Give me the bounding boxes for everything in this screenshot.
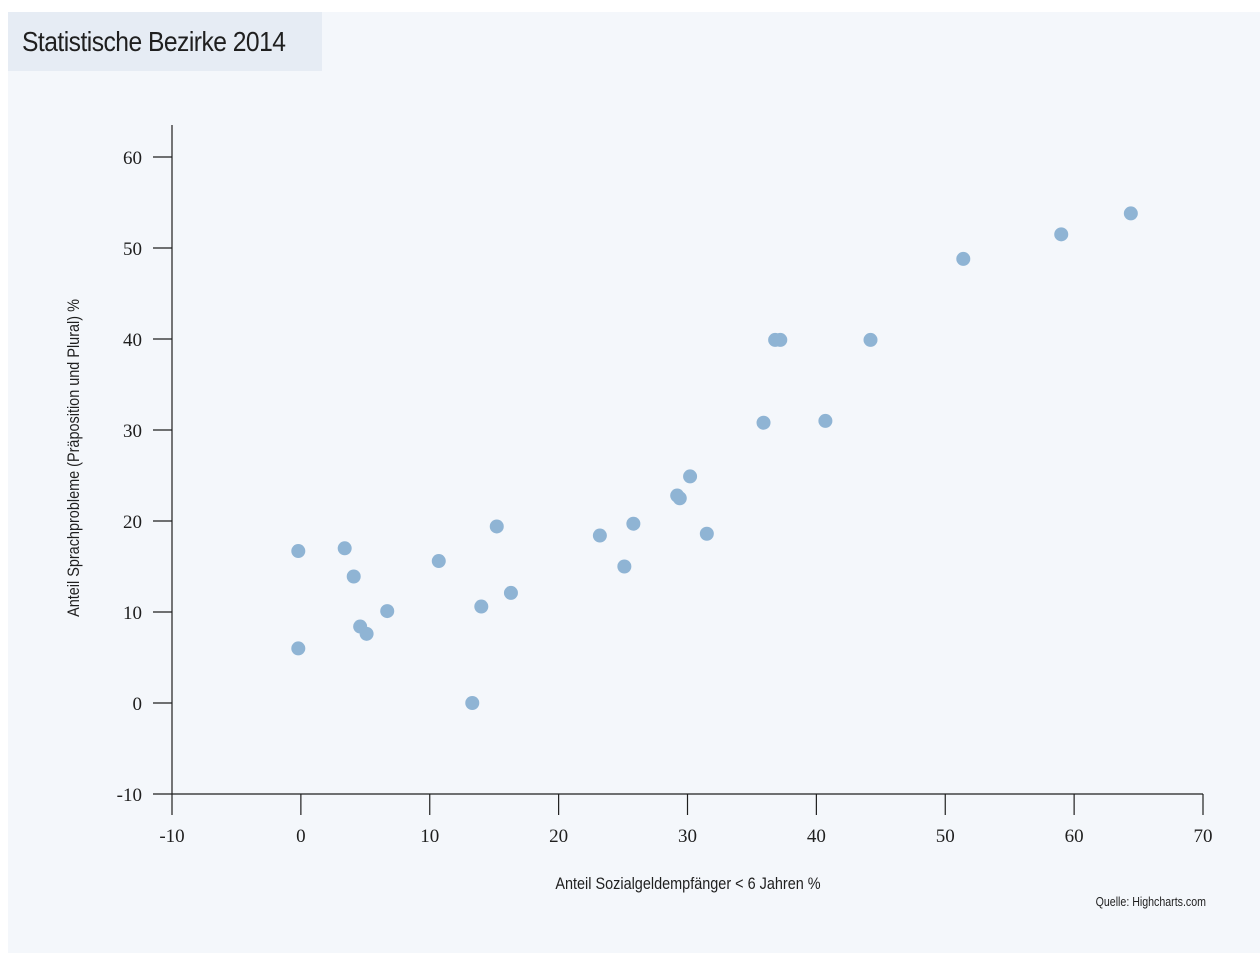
scatter-point[interactable]: [592, 528, 607, 543]
scatter-point[interactable]: [672, 491, 687, 506]
scatter-point[interactable]: [699, 526, 714, 541]
scatter-point[interactable]: [863, 332, 878, 347]
scatter-point[interactable]: [756, 415, 771, 430]
scatter-point[interactable]: [431, 554, 446, 569]
x-tick-label: 0: [296, 826, 306, 847]
x-tick-label: 40: [807, 826, 826, 847]
y-tick-label: 20: [123, 512, 142, 533]
x-tick-label: 50: [936, 826, 955, 847]
scatter-point[interactable]: [346, 569, 361, 584]
scatter-point[interactable]: [617, 559, 632, 574]
y-tick-label: 0: [133, 694, 143, 715]
scatter-point[interactable]: [1123, 206, 1138, 221]
scatter-point[interactable]: [465, 696, 480, 710]
y-ticks: -10 0 10 20 30 40 50 60: [117, 148, 172, 806]
axes: [171, 125, 1203, 795]
x-axis-title: Anteil Sozialgeldempfänger < 6 Jahren %: [555, 875, 820, 893]
credit-label: Quelle: Highcharts.com: [1096, 895, 1206, 909]
y-tick-label: -10: [117, 785, 142, 806]
scatter-point[interactable]: [337, 541, 352, 556]
scatter-point[interactable]: [626, 516, 641, 531]
chart-title: Statistische Bezirke 2014: [22, 25, 286, 57]
x-tick-label: 10: [420, 826, 439, 847]
scatter-point[interactable]: [1054, 227, 1069, 242]
y-tick-label: 50: [123, 239, 142, 260]
data-points: [291, 206, 1138, 710]
y-tick-label: 60: [123, 148, 142, 169]
x-ticks: -10 0 10 20 30 40 50 60 70: [159, 794, 1213, 847]
scatter-point[interactable]: [503, 585, 518, 600]
y-tick-label: 40: [123, 330, 142, 351]
x-tick-label: 70: [1194, 826, 1213, 847]
scatter-point[interactable]: [489, 519, 504, 534]
y-axis-title: Anteil Sprachprobleme (Präposition und P…: [65, 299, 83, 617]
scatter-point[interactable]: [818, 413, 833, 428]
x-tick-label: -10: [159, 826, 184, 847]
scatter-point[interactable]: [380, 604, 395, 619]
y-tick-label: 10: [123, 603, 142, 624]
y-tick-label: 30: [123, 421, 142, 442]
title-banner: Statistische Bezirke 2014: [8, 12, 322, 71]
scatter-point[interactable]: [291, 641, 306, 656]
scatter-point[interactable]: [683, 469, 698, 484]
chart-background: [8, 12, 1260, 953]
scatter-point[interactable]: [773, 332, 788, 347]
scatter-point[interactable]: [291, 544, 306, 559]
scatter-point[interactable]: [474, 599, 489, 614]
scatter-point[interactable]: [956, 251, 971, 266]
scatter-point[interactable]: [359, 626, 374, 641]
x-tick-label: 20: [549, 826, 568, 847]
x-tick-label: 60: [1065, 826, 1084, 847]
x-tick-label: 30: [678, 826, 697, 847]
